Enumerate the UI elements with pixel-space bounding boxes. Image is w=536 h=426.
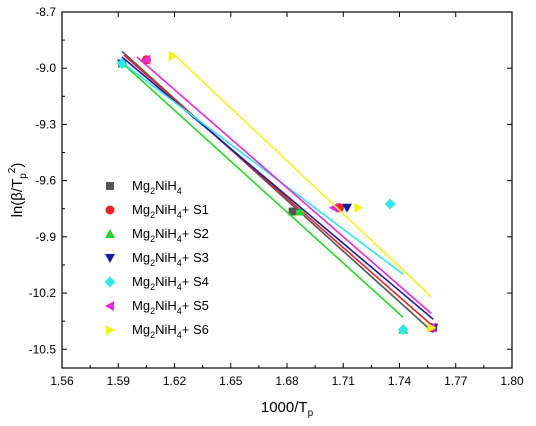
legend: Mg2NiH4 Mg2NiH4+ S1 Mg2NiH4+ S2 Mg2NiH4+ S3… bbox=[104, 178, 209, 340]
fit-line bbox=[123, 63, 404, 319]
legend-label: Mg2NiH4+ S4 bbox=[132, 274, 209, 292]
fit-line bbox=[121, 61, 404, 275]
legend-marker bbox=[105, 254, 115, 263]
legend-marker bbox=[106, 182, 114, 190]
x-tick-label: 1.56 bbox=[50, 374, 74, 388]
fit-line bbox=[136, 56, 432, 315]
data-point bbox=[427, 322, 437, 333]
series-3 bbox=[117, 56, 439, 333]
data-point bbox=[328, 202, 338, 213]
data-point bbox=[116, 58, 128, 70]
y-tick-label: -9.6 bbox=[35, 174, 56, 188]
y-tick-label: -9.0 bbox=[35, 61, 56, 75]
data-point bbox=[397, 324, 409, 336]
x-tick-label: 1.59 bbox=[107, 374, 131, 388]
legend-marker bbox=[105, 229, 115, 238]
legend-label: Mg2NiH4+ S6 bbox=[132, 322, 209, 340]
fit-line bbox=[123, 54, 432, 326]
data-point bbox=[288, 207, 297, 216]
legend-marker bbox=[105, 301, 114, 311]
series-4 bbox=[116, 58, 409, 336]
legend-marker bbox=[104, 276, 116, 288]
x-tick-label: 1.74 bbox=[388, 374, 412, 388]
data-point bbox=[342, 203, 352, 213]
data-point bbox=[354, 202, 364, 213]
legend-label: Mg2NiH4+ S1 bbox=[132, 202, 209, 220]
x-tick-label: 1.65 bbox=[219, 374, 243, 388]
legend-label: Mg2NiH4 bbox=[132, 178, 182, 196]
x-tick-label: 1.68 bbox=[275, 374, 299, 388]
x-axis-label: 1000/Tp bbox=[261, 399, 314, 419]
data-point bbox=[168, 51, 178, 62]
y-tick-label: -9.9 bbox=[35, 230, 56, 244]
x-tick-label: 1.62 bbox=[163, 374, 187, 388]
data-point bbox=[295, 206, 306, 216]
legend-label: Mg2NiH4+ S5 bbox=[132, 298, 209, 316]
fit-line bbox=[172, 52, 432, 298]
y-axis-label: ln(β/Tp2) bbox=[7, 163, 29, 218]
y-tick-label: -10.2 bbox=[29, 286, 57, 300]
legend-label: Mg2NiH4+ S3 bbox=[132, 250, 209, 268]
x-tick-label: 1.80 bbox=[500, 374, 524, 388]
y-tick-label: -10.5 bbox=[29, 342, 57, 356]
series-2 bbox=[118, 58, 409, 334]
x-tick-label: 1.71 bbox=[332, 374, 356, 388]
legend-marker bbox=[105, 205, 115, 215]
plot-frame bbox=[61, 11, 513, 369]
data-point bbox=[141, 54, 151, 65]
legend-marker bbox=[106, 325, 115, 335]
x-tick-label: 1.77 bbox=[444, 374, 468, 388]
series-6 bbox=[168, 51, 437, 333]
data-point bbox=[384, 198, 396, 210]
y-tick-label: -8.7 bbox=[35, 5, 56, 19]
legend-label: Mg2NiH4+ S2 bbox=[132, 226, 209, 244]
y-tick-label: -9.3 bbox=[35, 117, 56, 131]
